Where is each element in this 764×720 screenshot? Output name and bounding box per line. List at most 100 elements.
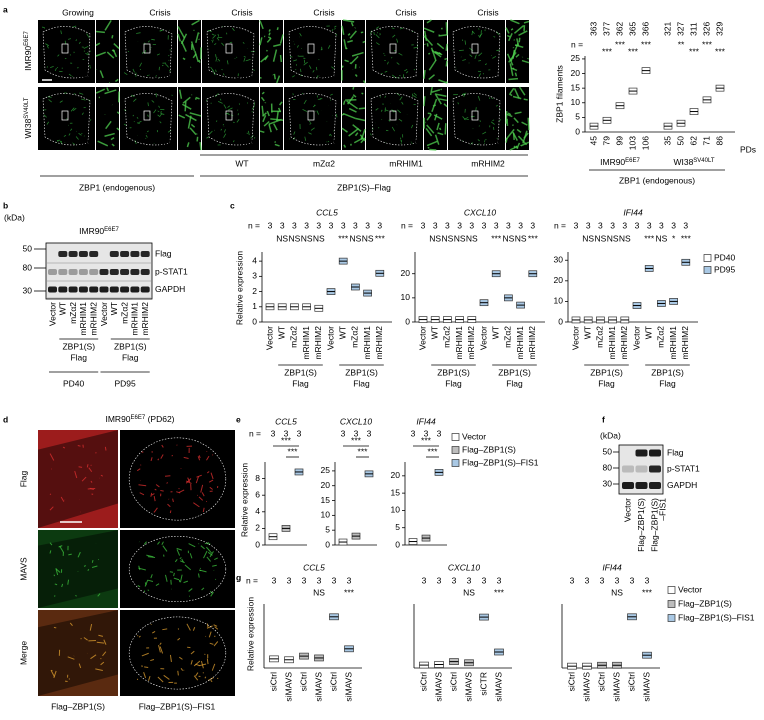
texture (95, 668, 103, 671)
cell-outline (124, 26, 173, 79)
texture (41, 26, 45, 29)
subgroup-label: IMR90E6E7 (600, 157, 640, 167)
n-value: 3 (506, 220, 511, 230)
texture (75, 39, 78, 42)
group-label: ZBP1(S) (345, 367, 378, 377)
texture (384, 70, 388, 73)
y-tick-label: 3 (252, 271, 257, 281)
texture (347, 33, 351, 36)
texture (179, 574, 183, 583)
texture (348, 127, 360, 137)
y-tick-label: 15 (571, 82, 581, 92)
texture (413, 46, 418, 49)
texture (433, 114, 443, 120)
texture (148, 675, 151, 681)
texture (431, 49, 442, 58)
zoom-box (225, 43, 233, 54)
chart-title: CXCL10 (340, 416, 372, 426)
texture (212, 564, 217, 567)
texture (479, 120, 481, 123)
texture (60, 30, 62, 35)
texture (91, 565, 98, 568)
texture (232, 140, 235, 143)
texture (89, 119, 92, 121)
texture (77, 445, 81, 447)
texture (177, 670, 179, 676)
kda-value: 50 (23, 243, 33, 253)
n-value: 326 (701, 22, 711, 36)
texture (182, 57, 186, 61)
zoom-box (471, 110, 479, 121)
texture (266, 110, 270, 117)
texture (517, 135, 528, 146)
cell-body (38, 530, 118, 608)
band (635, 449, 648, 457)
texture (268, 32, 271, 36)
cell-outline (42, 26, 91, 79)
texture (157, 676, 164, 683)
texture (426, 19, 432, 24)
significance: NS (301, 233, 313, 243)
significance: NS (466, 233, 478, 243)
micrograph (38, 20, 95, 83)
texture (335, 113, 338, 118)
texture (506, 34, 511, 38)
pd-label: PD106 (148, 70, 174, 80)
texture (246, 132, 248, 134)
cell-outline (206, 93, 255, 146)
legend-swatch (451, 433, 460, 441)
significance: NS (594, 233, 606, 243)
texture (61, 583, 64, 588)
group-label: ZBP1(S) (590, 367, 623, 377)
n-label: n = (401, 220, 413, 230)
texture (70, 128, 73, 131)
texture (423, 69, 426, 79)
texture (146, 74, 151, 76)
lane-label: Vector (622, 498, 632, 522)
texture (478, 52, 483, 57)
x-tick-label: mRHIM2 (313, 326, 323, 360)
texture (64, 40, 67, 45)
band-label: Flag (667, 447, 684, 457)
texture (169, 69, 171, 72)
texture (341, 127, 348, 133)
texture (116, 127, 120, 131)
texture (437, 132, 444, 136)
group-label: Flag (353, 378, 370, 388)
significance: *** (494, 587, 505, 597)
n-value: 3 (422, 575, 427, 585)
texture (204, 653, 206, 656)
zoom-box (61, 110, 69, 121)
texture (53, 626, 57, 629)
row-label-sup: SV40LT (24, 97, 30, 119)
n-value: 3 (518, 220, 523, 230)
texture (299, 33, 302, 37)
texture (193, 660, 201, 667)
texture (506, 53, 514, 66)
texture (113, 42, 120, 49)
texture (384, 109, 389, 112)
significance: *** (375, 233, 386, 243)
pd-label: PD85 (399, 137, 421, 147)
band (109, 286, 119, 293)
texture (259, 37, 263, 46)
group-label: ZBP1(S) (498, 367, 531, 377)
texture (195, 32, 200, 44)
y-tick-label: 10 (571, 97, 581, 107)
texture (137, 585, 141, 588)
texture (508, 77, 519, 81)
texture (164, 574, 168, 582)
chart-title: CXCL10 (464, 207, 496, 217)
subgroup-label-sup: SV40LT (693, 158, 715, 164)
texture (273, 73, 276, 80)
pd-label: PD104 (312, 70, 338, 80)
texture (268, 29, 271, 32)
x-tick-label: Vector (264, 326, 274, 350)
y-tick-label: 15 (391, 487, 401, 497)
texture (130, 94, 135, 98)
x-tick-label: mRHIM2 (619, 326, 629, 360)
texture (321, 46, 323, 51)
lane-label: –FIS1 (657, 498, 667, 521)
band (58, 269, 68, 275)
micrograph (120, 87, 177, 150)
